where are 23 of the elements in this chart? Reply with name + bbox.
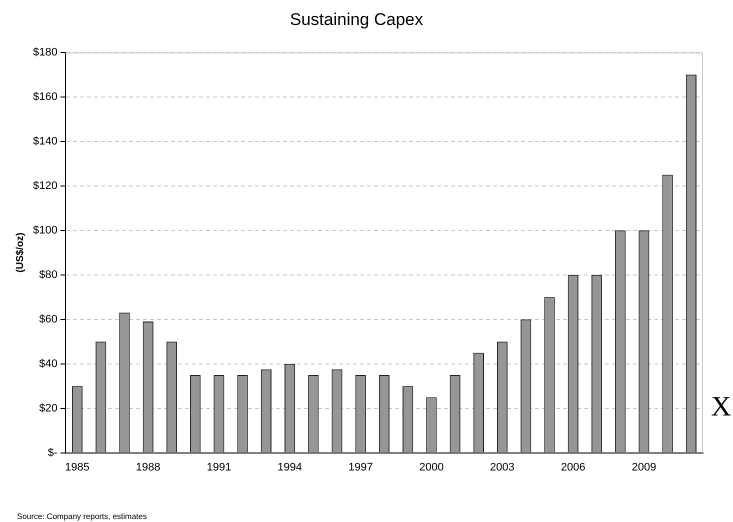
y-tick-label: $- bbox=[48, 446, 58, 459]
x-tick-label: 2003 bbox=[490, 461, 515, 474]
x-tick-label: 1988 bbox=[136, 461, 160, 474]
y-axis-title: (US$/oz) bbox=[14, 232, 26, 273]
y-tick-label: $100 bbox=[32, 224, 58, 236]
y-tick-label: $120 bbox=[32, 180, 58, 192]
x-tick-label: 1985 bbox=[65, 461, 90, 474]
x-tick-label: 1997 bbox=[348, 461, 373, 474]
y-tick-label: $40 bbox=[39, 358, 58, 370]
y-tick-label: $80 bbox=[39, 268, 58, 281]
source-note: Source: Company reports, estimates bbox=[17, 512, 147, 521]
y-tick-label: $180 bbox=[32, 46, 58, 58]
x-tick-label: 1994 bbox=[278, 461, 302, 474]
chart-title: Sustaining Capex bbox=[290, 10, 424, 29]
text: X bbox=[711, 392, 732, 423]
x-tick-label: 2006 bbox=[560, 461, 586, 474]
y-tick-label: $160 bbox=[32, 90, 58, 103]
y-tick-label: $140 bbox=[32, 135, 58, 148]
y-tick-label: $60 bbox=[39, 313, 58, 326]
x-tick-label: 2000 bbox=[419, 461, 444, 474]
y-tick-label: $20 bbox=[39, 402, 58, 414]
x-tick-label: 2009 bbox=[632, 461, 656, 474]
x-tick-label: 1991 bbox=[206, 461, 232, 474]
